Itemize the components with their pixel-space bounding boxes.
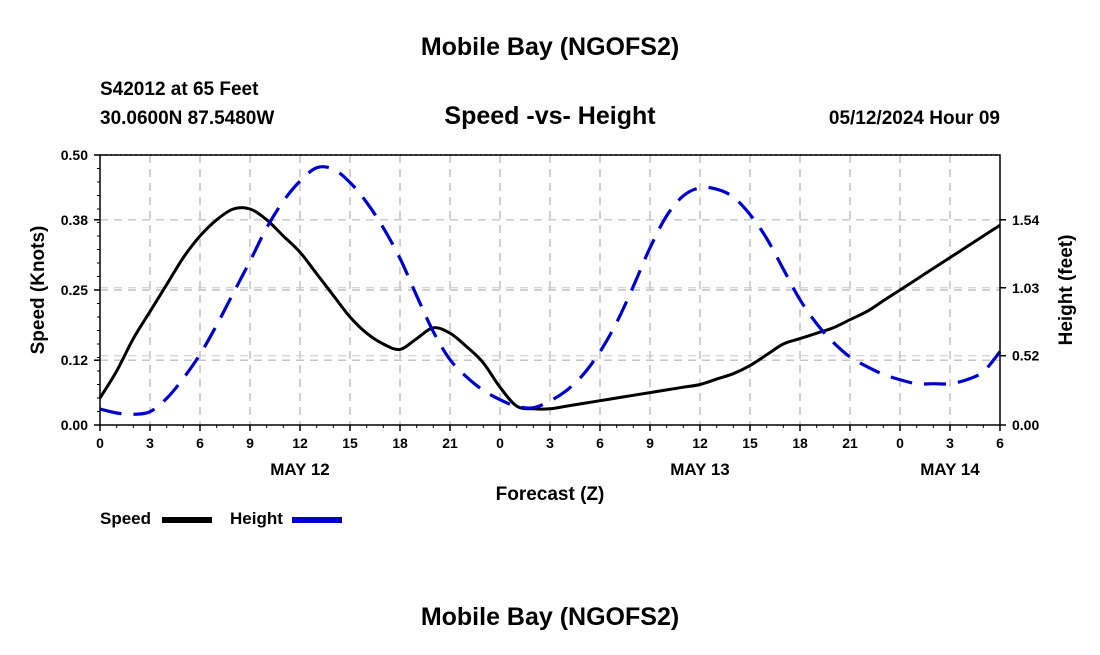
x-tick-label: 12 — [692, 435, 708, 451]
plot-title: Speed -vs- Height — [444, 102, 656, 130]
axes: 0 3 6 9 12 15 18 21 0 3 6 9 12 15 18 21 0 3 6 0.00 0.12 0.25 0… — [61, 147, 1040, 479]
x-tick-label: 0 — [896, 435, 904, 451]
station-label: S42012 at 65 Feet — [100, 79, 259, 100]
series-speed-line — [98, 206, 1001, 411]
x-tick-label: 15 — [342, 435, 358, 451]
x-tick-label: 6 — [996, 435, 1004, 451]
legend: Speed Height — [100, 509, 342, 528]
y2-tick-label: 0.52 — [1012, 348, 1039, 364]
date-label: MAY 14 — [920, 460, 980, 479]
x-tick-label: 0 — [96, 435, 104, 451]
datetime-label: 05/12/2024 Hour 09 — [829, 108, 1000, 129]
x-tick-label: 12 — [292, 435, 308, 451]
coordinates-label: 30.0600N 87.5480W — [100, 108, 274, 129]
y2-axis-label: Height (feet) — [1056, 235, 1077, 346]
y-axis-label: Speed (Knots) — [28, 226, 49, 355]
legend-speed-label: Speed — [100, 509, 151, 528]
date-label: MAY 13 — [670, 460, 730, 479]
footer-title: Mobile Bay (NGOFS2) — [421, 603, 679, 631]
x-tick-label: 21 — [842, 435, 858, 451]
x-tick-label: 6 — [196, 435, 204, 451]
series-layer — [98, 165, 1002, 416]
grid — [100, 154, 1000, 425]
x-tick-label: 3 — [546, 435, 554, 451]
x-tick-label: 3 — [146, 435, 154, 451]
y-tick-label: 0.38 — [61, 212, 88, 228]
y-tick-label: 0.25 — [61, 282, 88, 298]
y-tick-label: 0.12 — [61, 352, 88, 368]
y-tick-label: 0.00 — [61, 417, 88, 433]
x-tick-label: 9 — [246, 435, 254, 451]
x-tick-label: 18 — [392, 435, 408, 451]
x-tick-label: 21 — [442, 435, 458, 451]
page-title: Mobile Bay (NGOFS2) — [421, 33, 679, 61]
y2-tick-label: 1.54 — [1012, 212, 1039, 228]
y2-tick-label: 0.00 — [1012, 417, 1039, 433]
x-tick-label: 9 — [646, 435, 654, 451]
y2-tick-label: 1.03 — [1012, 280, 1039, 296]
date-label: MAY 12 — [270, 460, 330, 479]
x-tick-label: 18 — [792, 435, 808, 451]
x-axis-label: Forecast (Z) — [496, 484, 605, 505]
y-tick-label: 0.50 — [61, 147, 88, 163]
x-tick-label: 15 — [742, 435, 758, 451]
legend-height-label: Height — [230, 509, 283, 528]
x-tick-label: 6 — [596, 435, 604, 451]
x-tick-label: 0 — [496, 435, 504, 451]
x-tick-label: 3 — [946, 435, 954, 451]
